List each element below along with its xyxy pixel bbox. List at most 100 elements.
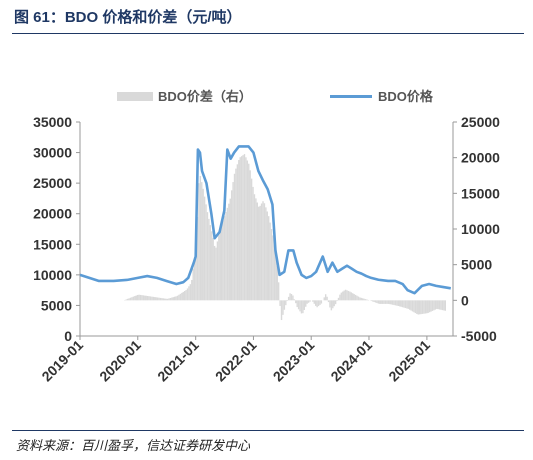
spread-bar bbox=[352, 293, 354, 301]
spread-bar bbox=[350, 292, 353, 301]
spread-bar bbox=[334, 300, 337, 305]
spread-bar bbox=[205, 204, 207, 301]
spread-bar bbox=[357, 296, 360, 301]
spread-bar bbox=[176, 295, 179, 301]
spread-bar bbox=[293, 299, 296, 301]
spread-bar bbox=[319, 300, 321, 305]
spread-bar bbox=[329, 300, 331, 308]
spread-bar bbox=[225, 211, 227, 301]
spread-bar bbox=[215, 247, 217, 301]
spread-bar bbox=[421, 300, 424, 314]
spread-bar bbox=[138, 294, 140, 301]
spread-bar bbox=[145, 295, 147, 301]
y-right-tick-label: 25000 bbox=[461, 114, 500, 130]
y-left-tick-label: 10000 bbox=[33, 267, 72, 283]
spread-bar bbox=[151, 296, 153, 301]
spread-bar bbox=[148, 296, 150, 301]
spread-bar bbox=[129, 297, 132, 301]
x-tick-label: 2021-01 bbox=[154, 337, 202, 385]
spread-bar bbox=[169, 297, 172, 301]
x-tick-label: 2025-01 bbox=[385, 337, 433, 385]
spread-bar bbox=[230, 190, 233, 301]
spread-bar bbox=[299, 300, 301, 312]
spread-bar bbox=[290, 294, 293, 301]
spread-bar bbox=[260, 203, 263, 301]
spread-bar bbox=[376, 300, 378, 304]
spread-bar bbox=[209, 225, 212, 301]
spread-bar bbox=[370, 300, 372, 301]
spread-bar bbox=[434, 300, 437, 310]
spread-bar bbox=[152, 296, 155, 301]
spread-bar bbox=[307, 300, 310, 303]
spread-bar bbox=[201, 182, 203, 301]
spread-bar bbox=[166, 298, 169, 301]
spread-bar bbox=[400, 300, 402, 307]
spread-bar bbox=[198, 183, 200, 301]
spread-bar bbox=[154, 297, 156, 301]
spread-bar bbox=[250, 178, 253, 301]
spread-bar bbox=[131, 297, 133, 301]
y-left-tick-label: 0 bbox=[64, 328, 72, 344]
spread-bar bbox=[236, 164, 239, 301]
spread-bar bbox=[428, 300, 431, 313]
spread-bar bbox=[403, 300, 405, 308]
spread-bar bbox=[324, 294, 327, 301]
y-left-tick-label: 20000 bbox=[33, 206, 72, 222]
spread-bar bbox=[330, 300, 333, 311]
y-right-tick-label: 5000 bbox=[461, 257, 492, 273]
spread-bar bbox=[161, 298, 163, 301]
spread-bar bbox=[142, 295, 145, 301]
spread-bar bbox=[285, 300, 287, 306]
spread-bar bbox=[410, 300, 412, 311]
spread-bar bbox=[320, 300, 323, 304]
spread-bar bbox=[437, 300, 439, 310]
spread-bar bbox=[332, 300, 334, 309]
spread-bar bbox=[202, 188, 204, 301]
figure-title: 图 61：BDO 价格和价差（元/吨） bbox=[14, 9, 242, 26]
spread-bar bbox=[185, 290, 187, 301]
spread-bar bbox=[174, 296, 176, 301]
spread-bar bbox=[159, 297, 162, 301]
spread-bar bbox=[164, 298, 166, 301]
spread-bar bbox=[211, 231, 213, 301]
spread-bar bbox=[440, 300, 442, 310]
spread-bar bbox=[431, 300, 434, 311]
price-line bbox=[79, 145, 451, 295]
spread-bar bbox=[226, 207, 229, 301]
y-right-tick-label: 0 bbox=[461, 292, 469, 308]
spread-bar bbox=[189, 284, 192, 301]
spread-bar bbox=[223, 216, 226, 301]
spread-bar bbox=[302, 300, 304, 314]
spread-bar bbox=[277, 282, 280, 301]
spread-bar bbox=[374, 300, 377, 303]
spread-bar bbox=[246, 160, 249, 301]
spread-bar bbox=[193, 257, 196, 301]
spread-bar bbox=[436, 300, 438, 309]
y-left-tick-label: 5000 bbox=[41, 297, 72, 313]
spread-bar bbox=[414, 300, 417, 314]
spread-bar bbox=[249, 170, 251, 301]
spread-bar bbox=[359, 297, 361, 301]
spread-bar bbox=[340, 292, 343, 301]
spread-bar bbox=[243, 154, 246, 301]
spread-bar bbox=[283, 300, 286, 310]
spread-bar bbox=[295, 300, 297, 304]
spread-bar bbox=[384, 300, 387, 304]
spread-bar bbox=[171, 297, 173, 301]
spread-bar bbox=[279, 300, 281, 306]
spread-bar bbox=[253, 194, 256, 301]
spread-bar bbox=[222, 220, 224, 301]
y-right-tick-label: 10000 bbox=[461, 221, 500, 237]
spread-bar bbox=[391, 300, 394, 305]
spread-bar bbox=[181, 292, 183, 301]
spread-bar bbox=[256, 202, 259, 301]
spread-bar bbox=[373, 300, 375, 302]
spread-bar bbox=[343, 290, 345, 301]
spread-bar bbox=[416, 300, 418, 314]
spread-bar bbox=[420, 300, 422, 315]
spread-bar bbox=[235, 168, 237, 301]
spread-bar bbox=[411, 300, 414, 312]
spread-bar bbox=[195, 245, 197, 301]
spread-bar bbox=[312, 300, 314, 302]
spread-bar bbox=[356, 295, 358, 301]
